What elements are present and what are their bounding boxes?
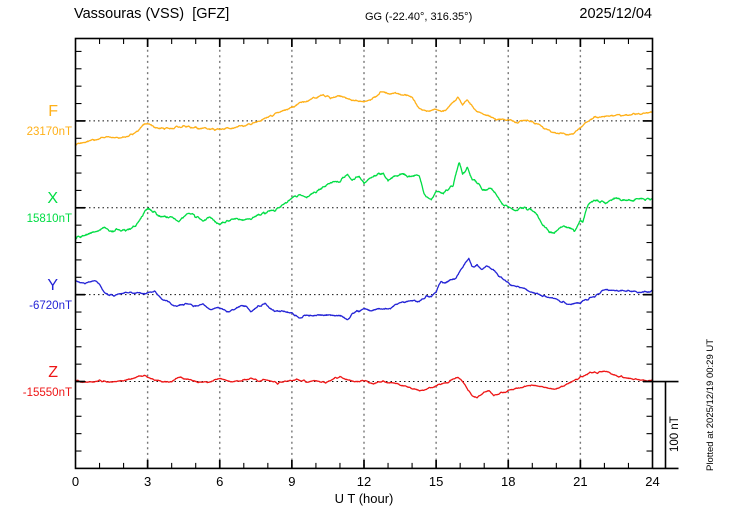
- series-letter-X: X: [47, 190, 58, 208]
- trace-Z: [74, 370, 654, 399]
- x-axis-label: U T (hour): [334, 491, 394, 506]
- x-tick-label-3: 3: [144, 474, 152, 489]
- plot-date: 2025/12/04: [579, 6, 652, 22]
- series-basevalue-F: 23170nT: [26, 125, 72, 138]
- trace-F: [74, 91, 654, 146]
- x-tick-label-0: 0: [71, 474, 80, 489]
- scale-bar-label: 100 nT: [669, 416, 681, 452]
- series-basevalue-X: 15810nT: [26, 212, 72, 225]
- series-letter-Y: Y: [47, 277, 58, 295]
- x-tick-label-21: 21: [573, 474, 588, 489]
- x-tick-label-9: 9: [288, 474, 296, 489]
- x-tick-label-24: 24: [645, 474, 660, 489]
- x-tick-label-18: 18: [501, 474, 516, 489]
- trace-X: [74, 162, 654, 240]
- trace-Y: [74, 257, 654, 321]
- x-tick-label-6: 6: [216, 474, 224, 489]
- page-title: Vassouras (VSS) [GFZ]: [74, 6, 230, 22]
- series-basevalue-Z: -15550nT: [22, 386, 72, 399]
- x-tick-label-15: 15: [428, 474, 444, 489]
- series-letter-Z: Z: [48, 364, 58, 382]
- series-basevalue-Y: -6720nT: [29, 299, 72, 312]
- plotted-at-timestamp: Plotted at 2025/12/19 00:29 UT: [705, 338, 716, 471]
- x-tick-label-12: 12: [356, 474, 372, 489]
- geographic-coordinates: GG (-22.40°, 316.35°): [365, 11, 473, 23]
- series-letter-F: F: [48, 103, 58, 121]
